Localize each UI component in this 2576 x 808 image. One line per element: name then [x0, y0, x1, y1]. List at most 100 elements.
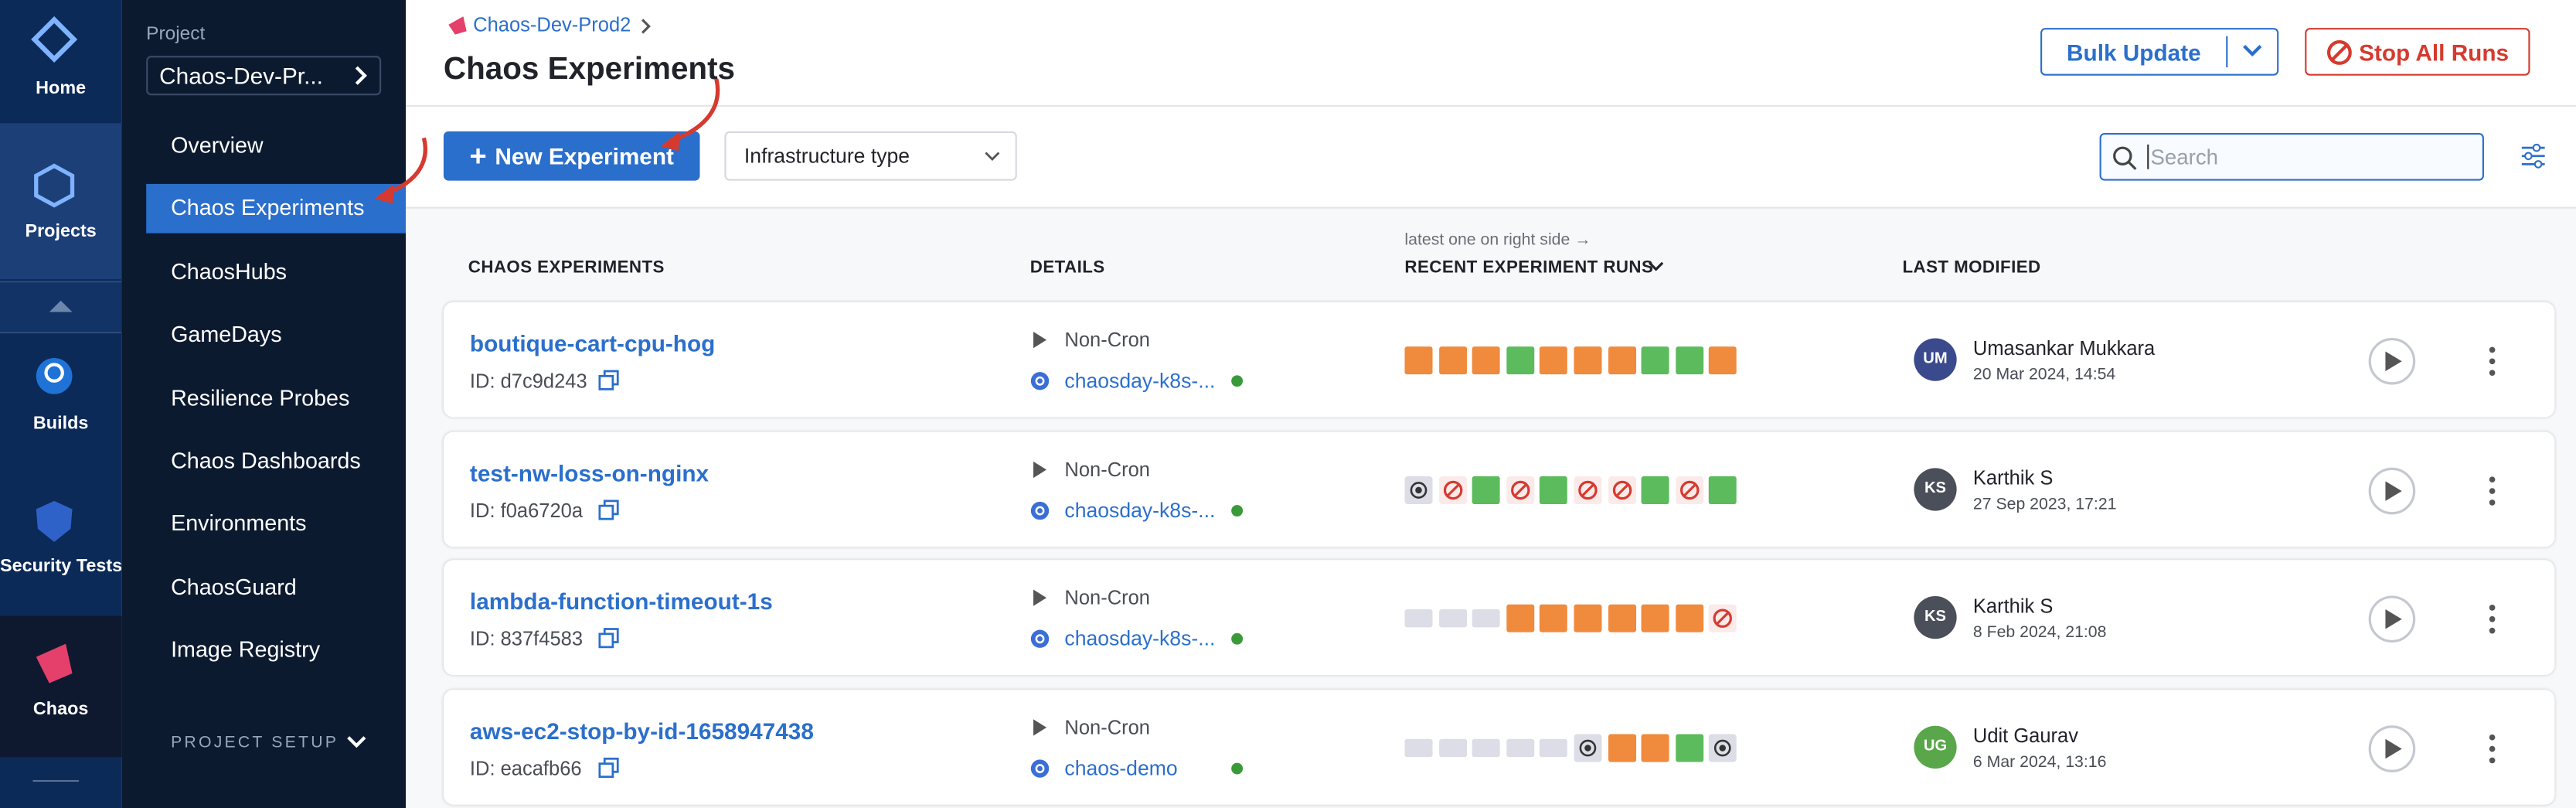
bulk-update-button[interactable]: Bulk Update — [2040, 28, 2279, 76]
column-header[interactable]: RECENT EXPERIMENT RUNS — [1404, 257, 1654, 278]
run-status — [1404, 346, 1433, 375]
status-dot — [1231, 633, 1244, 646]
run-status — [1574, 476, 1602, 504]
run-button — [2368, 338, 2416, 385]
run-status — [1641, 734, 1670, 762]
infra-icon — [1030, 372, 1050, 390]
menu-item[interactable]: Chaos Dashboards — [171, 448, 361, 473]
experiment-id: ID: f0a6720a — [469, 499, 584, 522]
run-button — [2368, 467, 2416, 514]
play-small — [1033, 590, 1047, 607]
menu-item[interactable]: Overview — [171, 133, 264, 158]
schedule: Non-Cron — [1064, 716, 1151, 739]
run-status — [1641, 605, 1670, 633]
run-status — [1404, 476, 1433, 504]
copy-icon — [598, 499, 619, 520]
run-button — [2368, 725, 2416, 773]
run-status — [1438, 476, 1467, 504]
nav-active — [0, 615, 122, 758]
infrastructure[interactable]: chaosday-k8s-... — [1064, 499, 1216, 522]
filter-icon[interactable] — [2520, 143, 2547, 169]
nav-item[interactable]: Projects — [25, 221, 97, 242]
modified-date: 27 Sep 2023, 17:21 — [1972, 495, 2117, 514]
copy-icon — [598, 370, 619, 390]
chevron — [1649, 261, 1664, 271]
modified-date: 8 Feb 2024, 21:08 — [1972, 624, 2107, 643]
breadcrumb[interactable]: Chaos-Dev-Prod2 — [473, 12, 631, 36]
nav-item[interactable]: Chaos — [32, 699, 89, 720]
run-status — [1709, 346, 1737, 375]
schedule: Non-Cron — [1064, 587, 1151, 610]
run-status — [1404, 609, 1433, 629]
run-button — [2368, 596, 2416, 643]
menu-item[interactable]: ChaosHubs — [171, 259, 288, 285]
run-status — [1540, 605, 1568, 633]
stop-icon — [2326, 39, 2352, 64]
infrastructure-dropdown[interactable] — [724, 131, 1017, 181]
nav-item[interactable]: Builds — [32, 414, 89, 434]
user-name: Karthik S — [1972, 465, 2054, 489]
menu-item[interactable]: ChaosGuard — [171, 574, 297, 599]
menu-item[interactable]: GameDays — [171, 322, 282, 347]
experiment-id: ID: eacafb66 — [469, 757, 582, 781]
experiment-name[interactable]: aws-ec2-stop-by-id-1658947438 — [469, 718, 814, 745]
infrastructure[interactable]: chaos-demo — [1064, 757, 1178, 781]
menu-footer[interactable]: PROJECT SETUP — [171, 734, 339, 752]
play-small — [1033, 332, 1047, 349]
run-status — [1574, 346, 1602, 375]
more-menu — [2489, 735, 2496, 764]
run-status — [1506, 476, 1534, 504]
page-title: Chaos Experiments — [443, 52, 736, 87]
user-name: Udit Gaurav — [1972, 724, 2079, 748]
run-status — [1506, 346, 1534, 375]
menu-selected — [146, 183, 407, 234]
status-dot — [1231, 375, 1244, 387]
experiment-name[interactable]: test-nw-loss-on-nginx — [469, 459, 710, 486]
separator — [2226, 36, 2228, 68]
run-status — [1404, 738, 1433, 758]
chevron — [355, 66, 367, 85]
search-placeholder: Search — [2147, 144, 2218, 169]
run-status — [1608, 346, 1636, 375]
run-status — [1438, 346, 1467, 375]
button-label: Bulk Update — [2067, 38, 2201, 65]
menu-item[interactable]: Image Registry — [171, 637, 321, 663]
run-status — [1472, 346, 1501, 375]
chevron — [985, 152, 1000, 161]
chevron — [347, 736, 366, 748]
run-status — [1675, 476, 1703, 504]
run-status — [1641, 346, 1670, 375]
divider — [32, 779, 80, 782]
experiment-id: ID: 837f4583 — [469, 628, 584, 651]
infra-icon — [1030, 759, 1050, 778]
menu-item[interactable]: Chaos Experiments — [171, 196, 365, 221]
new-experiment-button[interactable]: + New Experiment — [443, 131, 700, 181]
stop-all-runs-button[interactable]: Stop All Runs — [2305, 28, 2530, 76]
project-select[interactable] — [146, 56, 382, 96]
more-menu — [2489, 605, 2496, 635]
nav-item[interactable]: Security Tests — [0, 557, 123, 577]
search-box[interactable] — [2099, 133, 2484, 181]
infrastructure[interactable]: chaosday-k8s-... — [1064, 628, 1216, 651]
menu-item[interactable]: Resilience Probes — [171, 385, 350, 411]
chevron — [2243, 44, 2262, 57]
experiment-name[interactable]: lambda-function-timeout-1s — [469, 588, 773, 615]
run-status — [1472, 738, 1501, 758]
run-status — [1675, 346, 1703, 375]
avatar: UM — [1914, 338, 1957, 381]
experiment-name[interactable]: boutique-cart-cpu-hog — [469, 329, 716, 356]
run-status — [1506, 605, 1534, 633]
infra-icon — [1030, 501, 1050, 520]
copy-icon — [598, 628, 619, 649]
modified-date: 6 Mar 2024, 13:16 — [1972, 754, 2107, 772]
infrastructure[interactable]: chaosday-k8s-... — [1064, 369, 1216, 393]
nav-item[interactable]: Home — [36, 78, 87, 99]
nav-icons — [31, 15, 78, 684]
menu-item[interactable]: Environments — [171, 511, 307, 537]
divider — [406, 104, 2576, 107]
search-icon — [2113, 146, 2137, 170]
runs-note: latest one on right side → — [1404, 231, 1591, 250]
copy-icon — [598, 758, 619, 779]
